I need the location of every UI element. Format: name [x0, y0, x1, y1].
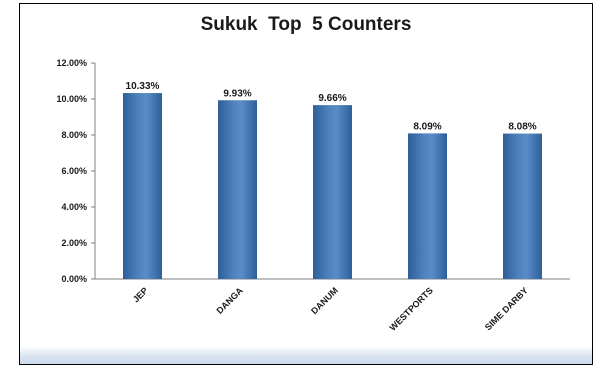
chart-footer-band [20, 346, 592, 364]
bar-sime-darby [503, 133, 542, 279]
bar-danga [218, 100, 257, 279]
category-label: WESTPORTS [388, 285, 435, 332]
bar-jep [123, 93, 162, 279]
y-tick-label: 2.00% [61, 238, 87, 248]
category-label: JEP [131, 285, 150, 304]
data-labels-group: 10.33% 9.93% 9.66% 8.09% 8.08% [126, 81, 537, 133]
y-tick-label: 10.00% [56, 94, 87, 104]
chart-title: Sukuk Top 5 Counters [201, 14, 412, 35]
category-labels-group: JEP DANGA DANUM WESTPORTS SIME DARBY [131, 285, 530, 333]
y-tick-label: 0.00% [61, 274, 87, 284]
bar-data-label: 9.93% [223, 88, 251, 99]
bar-danum [313, 105, 352, 280]
category-label: DANUM [309, 285, 340, 316]
category-label: DANGA [215, 285, 246, 316]
bar-data-label: 8.08% [508, 122, 536, 133]
y-tick-label: 6.00% [61, 166, 87, 176]
bar-data-label: 10.33% [126, 81, 160, 92]
bars-group [123, 93, 542, 280]
bar-data-label: 9.66% [318, 93, 346, 104]
category-label: SIME DARBY [483, 285, 530, 332]
bar-chart: Sukuk Top 5 Counters 0.00% 2.00% 4.00% 6.00… [56, 14, 570, 333]
bar-westports [408, 133, 447, 279]
y-tick-label: 8.00% [61, 130, 87, 140]
y-axis-ticks: 0.00% 2.00% 4.00% 6.00% 8.00% 10.00% 12.00% [56, 58, 95, 284]
chart-frame: Sukuk Top 5 Counters 0.00% 2.00% 4.00% 6.00… [19, 3, 593, 365]
y-tick-label: 4.00% [61, 202, 87, 212]
bar-data-label: 8.09% [413, 121, 441, 132]
y-tick-label: 12.00% [56, 58, 87, 68]
